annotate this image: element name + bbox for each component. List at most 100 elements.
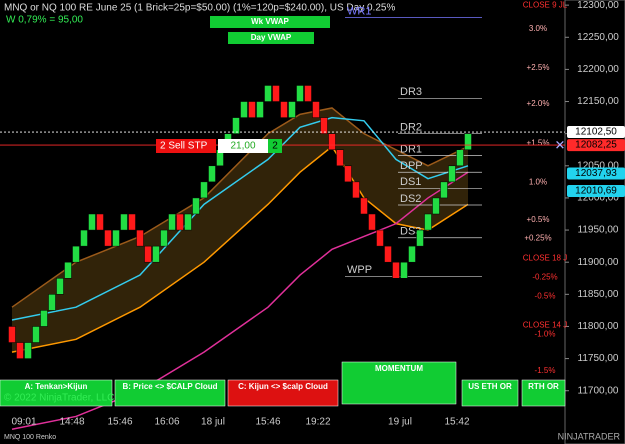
- brick: [88, 213, 96, 231]
- indicator-button[interactable]: [227, 379, 339, 407]
- button-label: RTH OR: [528, 382, 559, 391]
- brick: [176, 213, 184, 231]
- y-tick-label: 11800,00: [578, 321, 619, 332]
- brick: [240, 101, 248, 118]
- brick: [8, 326, 16, 343]
- x-tick-label: 14:48: [59, 417, 84, 428]
- brick: [416, 229, 424, 247]
- brick: [64, 261, 72, 279]
- day-vwap-button[interactable]: [228, 32, 314, 44]
- indicator-button[interactable]: [114, 379, 226, 407]
- level-label: DS1: [400, 176, 421, 188]
- level-label: WR1: [347, 5, 371, 17]
- button-label: A: Tenkan>Kijun: [25, 382, 88, 391]
- brick: [184, 213, 192, 231]
- brick: [72, 245, 80, 263]
- brick: [104, 229, 112, 247]
- brick: [408, 245, 416, 263]
- brick: [312, 101, 320, 118]
- level-label: DS2: [400, 193, 421, 205]
- brick: [392, 261, 400, 279]
- brick: [464, 133, 472, 150]
- brick: [304, 85, 312, 102]
- indicator-line: [11, 145, 469, 353]
- price-marker: [567, 126, 625, 139]
- cloud: [12, 107, 468, 353]
- brick: [256, 101, 264, 118]
- indicator-button[interactable]: [521, 379, 566, 407]
- percent-label: CLOSE 18 J: [523, 253, 567, 262]
- order-button[interactable]: [156, 139, 216, 153]
- level-label: DR2: [400, 122, 422, 134]
- x-tick-label: 16:06: [154, 417, 179, 428]
- y-tick-label: 12050,00: [577, 160, 619, 171]
- indicator-line: [11, 116, 469, 321]
- brick: [200, 181, 208, 199]
- percent-label: CLOSE 9 JL: [523, 0, 568, 9]
- y-tick-label: 12300,00: [577, 0, 619, 11]
- brick: [120, 213, 128, 231]
- price-marker: [567, 167, 625, 180]
- brick: [400, 261, 408, 279]
- order-price: 21,00: [230, 141, 255, 152]
- brick: [112, 229, 120, 247]
- brick: [248, 101, 256, 118]
- percent-label: CLOSE 14 J: [523, 320, 567, 329]
- brick: [40, 310, 48, 327]
- y-tick-label: 11900,00: [578, 257, 619, 268]
- price-marker-label: 12102,50: [575, 127, 617, 138]
- price-axis: [564, 0, 625, 444]
- percent-label: -0.5%: [535, 291, 556, 300]
- close-order[interactable]: ✕: [555, 137, 566, 152]
- percent-label: +0.25%: [524, 234, 551, 243]
- copyright: © 2022 NinjaTrader, LLC: [4, 393, 114, 404]
- x-tick-label: 15:42: [444, 417, 469, 428]
- brick: [48, 294, 56, 311]
- brick: [432, 197, 440, 215]
- indicator-button[interactable]: [0, 379, 113, 407]
- percent-label: +2.0%: [527, 99, 550, 108]
- price-marker-label: 12010,69: [575, 186, 617, 197]
- brick: [152, 245, 160, 263]
- percent-label: 1.0%: [529, 178, 547, 187]
- y-tick-label: 11750,00: [578, 353, 619, 364]
- brand: NINJATRADER: [558, 431, 621, 441]
- brick: [296, 85, 304, 102]
- brick: [192, 197, 200, 215]
- order-qty-box[interactable]: [268, 139, 282, 153]
- order-price-box[interactable]: [218, 139, 268, 153]
- brick: [24, 342, 32, 359]
- x-tick-label: 19:22: [305, 417, 330, 428]
- level-label: DR1: [400, 143, 422, 155]
- x-tick-label: 15:46: [107, 417, 132, 428]
- wk-vwap-button[interactable]: [210, 16, 330, 28]
- brick: [368, 213, 376, 231]
- brick: [272, 85, 280, 102]
- brick: [424, 213, 432, 231]
- order-label: 2 Sell STP: [160, 141, 208, 152]
- brick: [160, 229, 168, 247]
- indicator-button[interactable]: [461, 379, 519, 407]
- brick: [344, 165, 352, 183]
- level-label: DS3: [400, 226, 421, 238]
- y-tick-label: 12200,00: [577, 64, 619, 75]
- brick: [16, 342, 24, 359]
- brick: [32, 326, 40, 343]
- percent-label: -1.5%: [535, 366, 556, 375]
- percent-label: +2.5%: [527, 63, 550, 72]
- brick: [56, 278, 64, 295]
- y-tick-label: 12000,00: [577, 193, 619, 204]
- indicator-button[interactable]: [341, 361, 457, 405]
- x-tick-label: 15:46: [255, 417, 280, 428]
- button-label: MOMENTUM: [375, 364, 423, 373]
- brick: [328, 133, 336, 150]
- button-label: US ETH OR: [468, 382, 512, 391]
- x-tick-label: 09:01: [11, 417, 36, 428]
- level-label: WPP: [347, 264, 372, 276]
- brick: [80, 229, 88, 247]
- order-qty: 2: [272, 141, 278, 152]
- brick: [136, 229, 144, 247]
- brick: [336, 149, 344, 167]
